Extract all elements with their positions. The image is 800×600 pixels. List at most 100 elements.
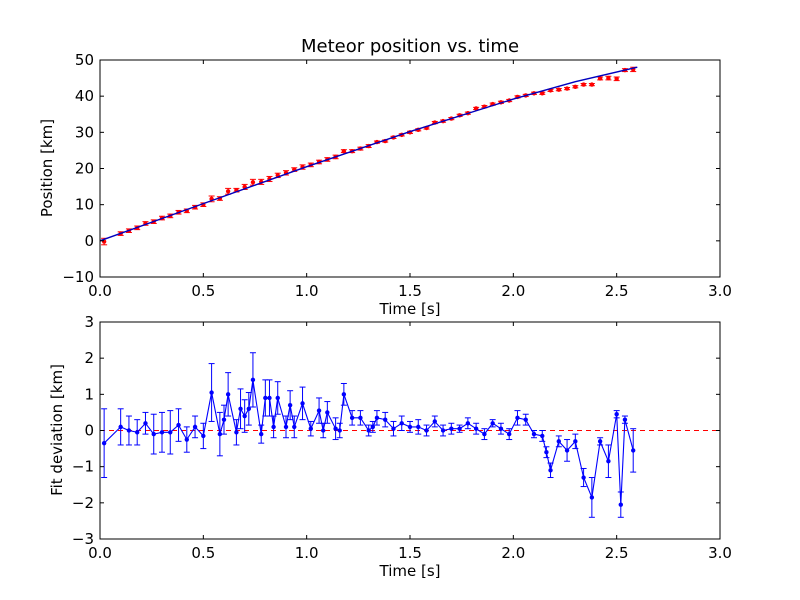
bottom-chart-point	[391, 426, 396, 431]
bottom-chart-point	[143, 421, 148, 426]
top-chart-x-tick-label: 2.0	[501, 282, 525, 300]
bottom-chart-point	[271, 424, 276, 430]
top-chart-title: Meteor position vs. time	[301, 36, 519, 57]
bottom-chart-point	[275, 395, 280, 401]
bottom-chart-point	[540, 433, 545, 439]
bottom-chart-point	[246, 406, 251, 411]
bottom-chart-point	[209, 390, 214, 395]
bottom-chart-point	[321, 428, 326, 433]
bottom-chart-point	[316, 408, 322, 413]
bottom-chart-point	[482, 431, 487, 437]
bottom-chart-point	[564, 448, 570, 453]
bottom-chart-x-tick-label: 3.0	[708, 544, 732, 562]
bottom-chart-point	[544, 450, 549, 455]
bottom-chart-point	[263, 395, 268, 401]
top-chart-point	[341, 148, 347, 154]
bottom-chart-point	[118, 424, 123, 430]
bottom-chart-marks	[100, 352, 720, 518]
bottom-chart-point	[159, 430, 165, 435]
bottom-chart-point	[383, 417, 388, 422]
bottom-chart-point	[217, 431, 223, 437]
bottom-chart-point	[589, 495, 595, 500]
bottom-chart-y-tick-label: 1	[84, 385, 94, 403]
bottom-chart-x-tick-label: 2.5	[605, 544, 629, 562]
top-chart-y-tick-label: 40	[75, 87, 94, 105]
bottom-chart-y-tick-label: −3	[72, 530, 94, 548]
bottom-chart-point	[242, 413, 247, 419]
bottom-chart-point	[259, 431, 264, 437]
bottom-chart-point	[126, 428, 132, 433]
top-chart-point	[540, 91, 545, 96]
bottom-chart-point	[490, 421, 495, 426]
bottom-chart-x-tick-label: 2.0	[501, 544, 525, 562]
top-chart-y-tick-label: 20	[75, 160, 94, 178]
bottom-chart-x-tick-label: 1.5	[398, 544, 422, 562]
bottom-chart-point	[407, 424, 413, 430]
top-chart-fit-line	[100, 66, 638, 242]
top-chart-point	[564, 86, 570, 91]
bottom-chart-point	[221, 417, 227, 422]
bottom-chart-point	[507, 431, 512, 437]
bottom-chart-y-tick-label: 2	[84, 349, 94, 367]
bottom-chart-point	[192, 424, 198, 430]
bottom-chart-point	[631, 448, 636, 453]
top-chart-point	[473, 106, 479, 111]
bottom-chart-y-tick-label: 3	[84, 313, 94, 331]
bottom-chart-point	[556, 439, 561, 444]
top-chart-point	[614, 76, 619, 82]
fit-deviation-panel: Time [s] Fit deviation [km] 0.0 0.5 1.0 1.5…	[48, 313, 732, 580]
top-chart-point	[606, 75, 611, 81]
bottom-chart-point	[614, 412, 619, 417]
bottom-chart-point	[168, 430, 173, 435]
bottom-chart-point	[399, 421, 404, 426]
bottom-chart-point	[515, 415, 520, 421]
bottom-chart-point	[341, 392, 347, 397]
bottom-chart-point	[370, 424, 375, 430]
bottom-chart-point	[416, 424, 421, 430]
bottom-chart-plot-area: 0.0 0.5 1.0 1.5 2.0 2.5 3.0 −3 −2 −1 0 1 2 3	[72, 313, 732, 562]
bottom-chart-point	[366, 428, 371, 433]
bottom-chart-point	[201, 433, 206, 439]
top-chart-y-tick-label: 0	[84, 232, 94, 250]
bottom-chart-point	[465, 421, 471, 426]
bottom-chart-point	[184, 437, 189, 442]
bottom-chart-y-tick-label: −1	[72, 458, 94, 476]
position-vs-time-panel: Meteor position vs. time Time [s] Positi…	[38, 36, 732, 318]
bottom-chart-point	[449, 426, 454, 431]
top-chart-marks	[100, 66, 638, 246]
top-chart-point	[581, 82, 586, 87]
bottom-chart-point	[618, 502, 623, 507]
bottom-chart-y-axis-label: Fit deviation [km]	[48, 364, 66, 496]
bottom-chart-point	[606, 459, 611, 464]
bottom-chart-point	[597, 439, 603, 444]
bottom-chart-point	[374, 415, 380, 421]
bottom-chart-point	[432, 419, 437, 424]
bottom-chart-point	[234, 430, 239, 435]
bottom-chart-point	[101, 440, 107, 446]
bottom-chart-point	[337, 428, 342, 433]
bottom-chart-point	[292, 424, 297, 430]
top-chart-y-axis-label: Position [km]	[38, 119, 56, 217]
top-chart-frame	[99, 59, 721, 278]
bottom-chart-point	[498, 426, 504, 431]
bottom-chart-x-axis-label: Time [s]	[379, 562, 441, 580]
top-chart-y-tick-label: 50	[75, 51, 94, 69]
bottom-chart-point	[457, 426, 462, 431]
bottom-chart-point	[283, 424, 289, 430]
top-chart-point	[597, 76, 603, 81]
bottom-chart-point	[308, 426, 313, 431]
top-chart-x-tick-label: 3.0	[708, 282, 732, 300]
bottom-chart-point	[523, 417, 528, 422]
bottom-chart-point	[333, 426, 338, 431]
top-chart-point	[250, 180, 256, 185]
bottom-chart-point	[238, 406, 243, 411]
bottom-chart-point	[622, 417, 628, 422]
bottom-chart-x-tick-label: 0.0	[88, 544, 112, 562]
top-chart-point	[556, 87, 561, 92]
bottom-chart-point	[548, 468, 553, 473]
top-chart-x-tick-label: 0.5	[191, 282, 215, 300]
bottom-chart-point	[267, 395, 272, 401]
bottom-chart-y-tick-label: 0	[84, 422, 94, 440]
bottom-chart-point	[225, 392, 231, 397]
